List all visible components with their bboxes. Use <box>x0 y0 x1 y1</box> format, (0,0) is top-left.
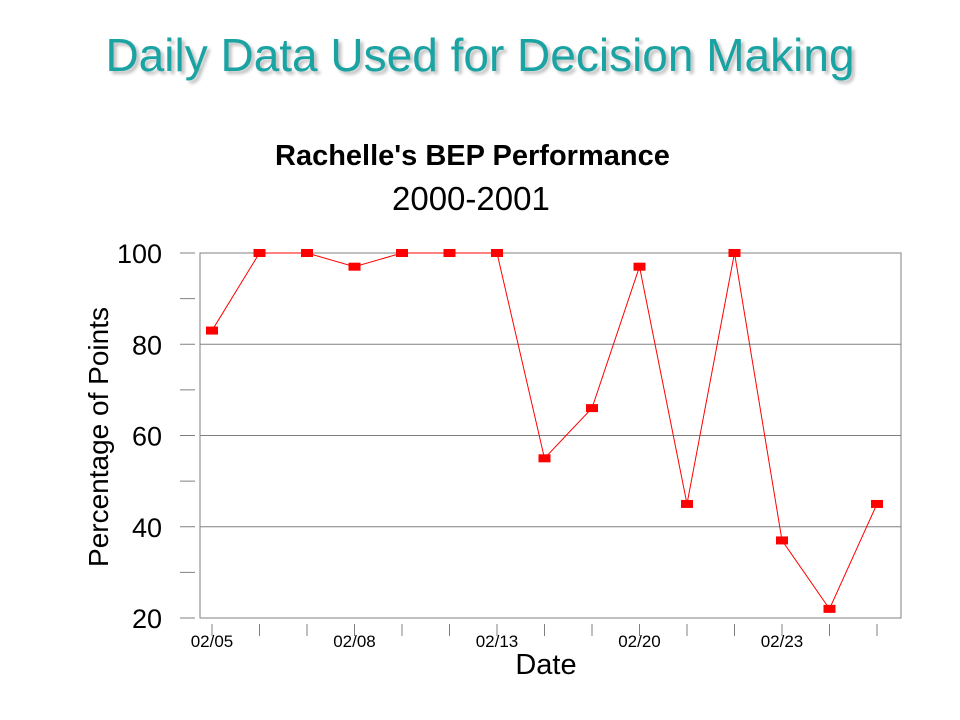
data-point <box>823 604 836 613</box>
x-tick-label: 02/08 <box>333 632 376 651</box>
chart-subtitle: 2000-2001 <box>392 180 550 217</box>
x-axis-tick-labels: 02/05 02/08 02/13 02/20 02/23 <box>191 632 804 651</box>
chart-title: Rachelle's BEP Performance <box>275 140 670 172</box>
data-point <box>728 249 741 257</box>
data-point <box>301 249 313 257</box>
y-tick-label: 100 <box>117 239 162 269</box>
slide-title: Daily Data Used for Decision Making <box>105 29 855 81</box>
data-point <box>443 249 456 257</box>
data-point <box>396 249 408 257</box>
y-tick-label: 20 <box>132 604 162 634</box>
data-point <box>538 454 551 463</box>
data-point <box>633 262 646 271</box>
data-point <box>253 249 266 257</box>
y-tick-label: 40 <box>132 513 162 543</box>
x-tick-label: 02/05 <box>191 632 234 651</box>
data-point <box>681 499 693 508</box>
x-axis-label: Date <box>515 649 576 681</box>
x-tick-label: 02/20 <box>618 632 661 651</box>
y-axis-label: Percentage of Points <box>83 307 114 567</box>
grid-lines <box>200 252 901 528</box>
y-axis-tick-labels: 20 40 60 80 100 <box>117 239 162 634</box>
y-tick-label: 80 <box>132 330 162 360</box>
data-point <box>206 326 218 335</box>
series-group <box>206 249 883 613</box>
x-tick-label: 02/13 <box>476 632 519 651</box>
data-point <box>776 536 788 545</box>
data-point <box>871 499 883 508</box>
data-point <box>348 262 361 271</box>
x-tick-label: 02/23 <box>761 632 804 651</box>
data-point <box>586 404 598 413</box>
data-point <box>491 249 503 257</box>
y-tick-label: 60 <box>132 422 162 452</box>
y-axis-ticks <box>180 252 195 619</box>
x-axis-ticks <box>211 624 878 636</box>
